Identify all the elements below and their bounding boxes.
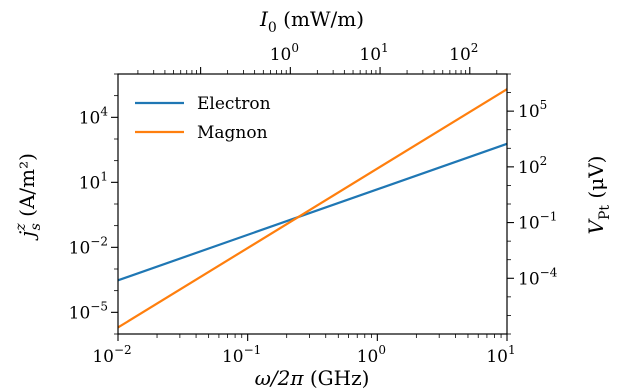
x-tick-label: 100	[357, 343, 386, 367]
series-lines	[117, 88, 508, 329]
tick-labels: 10−2 10−1 100 101 10−5 10−2 101 104 100 101 102 10−…	[69, 41, 558, 367]
x-tick-label: 101	[486, 343, 515, 367]
y-axis-label: jzs (A/m²)	[13, 153, 44, 241]
legend-label-magnon: Magnon	[197, 123, 268, 143]
series-line-electron	[117, 142, 508, 282]
x-tick-label: 10−2	[92, 343, 131, 367]
right-y-tick-label: 10−1	[518, 210, 557, 234]
top-x-tick-label: 102	[449, 41, 478, 65]
legend-label-electron: Electron	[197, 94, 271, 114]
right-y-tick-label: 102	[518, 154, 547, 178]
x-axis-label: ω/2π (GHz)	[255, 366, 370, 390]
y-tick-label: 101	[79, 169, 108, 193]
y-tick-label: 104	[79, 104, 109, 128]
axes	[111, 67, 514, 341]
y-tick-label: 10−5	[69, 299, 108, 323]
top-x-tick-label: 101	[359, 41, 388, 65]
x-tick-label: 10−1	[222, 343, 261, 367]
right-y-tick-label: 10−4	[518, 265, 558, 289]
top-x-axis-label: I0 (mW/m)	[259, 7, 364, 36]
plot-frame	[117, 73, 508, 335]
legend: Electron Magnon	[135, 94, 271, 143]
y-tick-label: 10−2	[69, 234, 108, 258]
top-x-tick-label: 100	[270, 41, 299, 65]
series-line-magnon	[117, 88, 508, 329]
right-y-tick-label: 105	[518, 98, 547, 122]
right-y-axis-label: VPt (μV)	[584, 156, 613, 235]
